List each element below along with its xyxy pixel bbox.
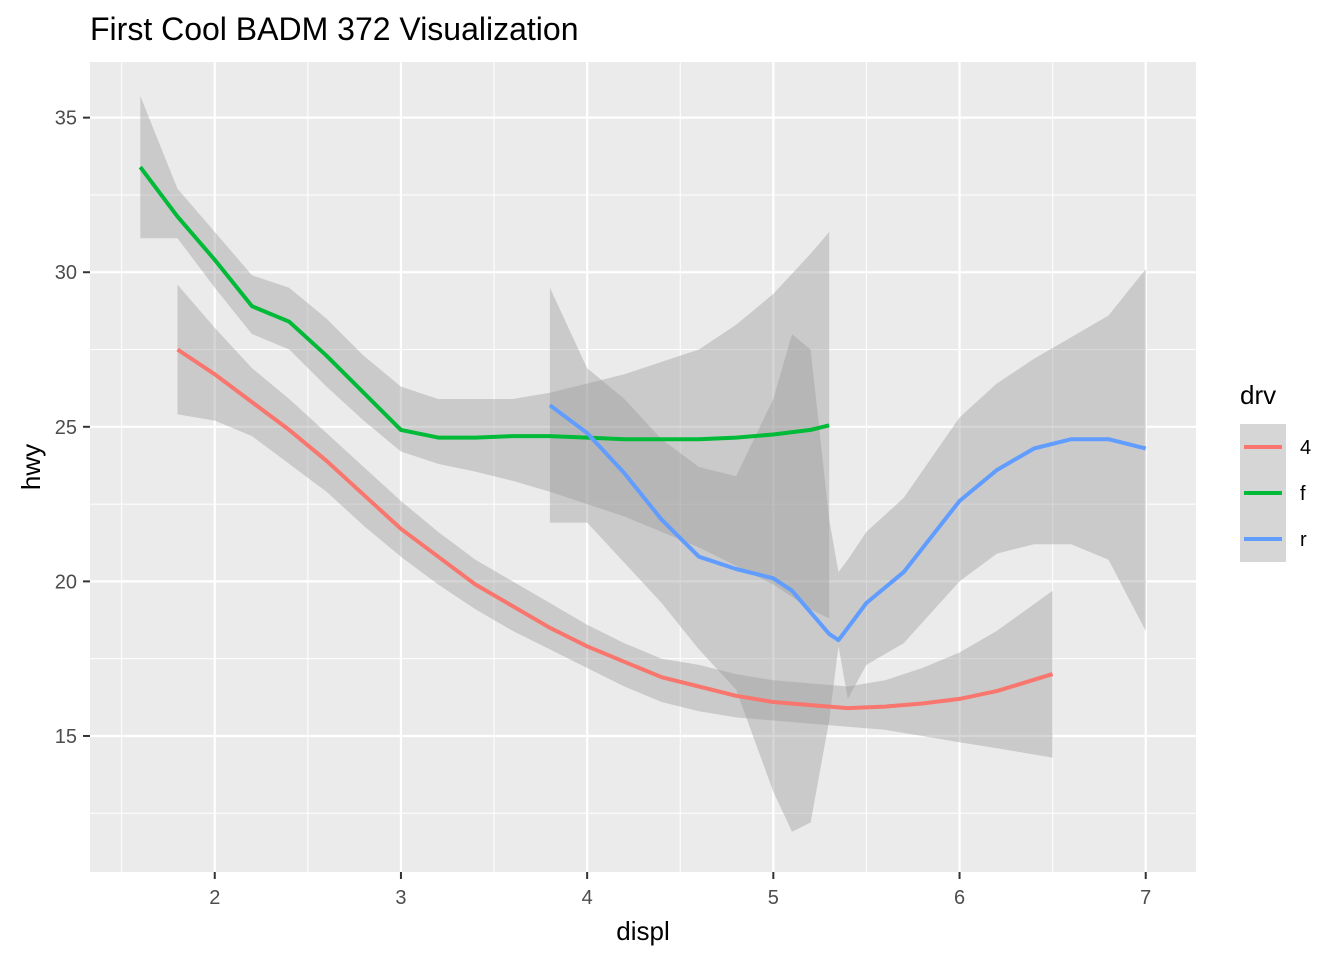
confidence-ribbons bbox=[140, 96, 1146, 832]
x-tick-label: 5 bbox=[768, 887, 779, 909]
chart-title: First Cool BADM 372 Visualization bbox=[90, 11, 579, 47]
confidence-band-r bbox=[549, 269, 1146, 832]
x-tick-label: 2 bbox=[209, 887, 220, 909]
legend-title: drv bbox=[1240, 380, 1276, 410]
x-axis: 2 3 4 5 6 7 bbox=[209, 872, 1151, 909]
series-line-r bbox=[548, 403, 1147, 643]
series-line-f bbox=[138, 165, 830, 442]
x-tick-label: 4 bbox=[582, 887, 593, 909]
y-tick-label: 25 bbox=[55, 417, 77, 439]
y-tick-label: 15 bbox=[55, 726, 77, 748]
y-tick-label: 35 bbox=[55, 108, 77, 130]
y-axis-title: hwy bbox=[16, 444, 46, 490]
x-tick-label: 6 bbox=[954, 887, 965, 909]
confidence-band-f bbox=[140, 96, 830, 619]
minor-gridlines bbox=[90, 62, 1196, 872]
x-tick-label: 3 bbox=[395, 887, 406, 909]
legend-label-r: r bbox=[1300, 529, 1307, 551]
x-axis-title: displ bbox=[616, 916, 669, 946]
x-tick-label: 7 bbox=[1140, 887, 1151, 909]
smooth-lines bbox=[138, 165, 1147, 711]
series-line-4 bbox=[176, 347, 1054, 711]
y-tick-label: 20 bbox=[55, 571, 77, 593]
major-gridlines bbox=[90, 62, 1196, 872]
y-axis: 15 20 25 30 35 bbox=[55, 108, 90, 748]
confidence-band-4 bbox=[177, 284, 1053, 758]
legend-label-f: f bbox=[1300, 483, 1306, 505]
y-tick-label: 30 bbox=[55, 262, 77, 284]
legend-label-4: 4 bbox=[1300, 437, 1311, 459]
legend: drv 4 f r bbox=[1240, 380, 1311, 562]
